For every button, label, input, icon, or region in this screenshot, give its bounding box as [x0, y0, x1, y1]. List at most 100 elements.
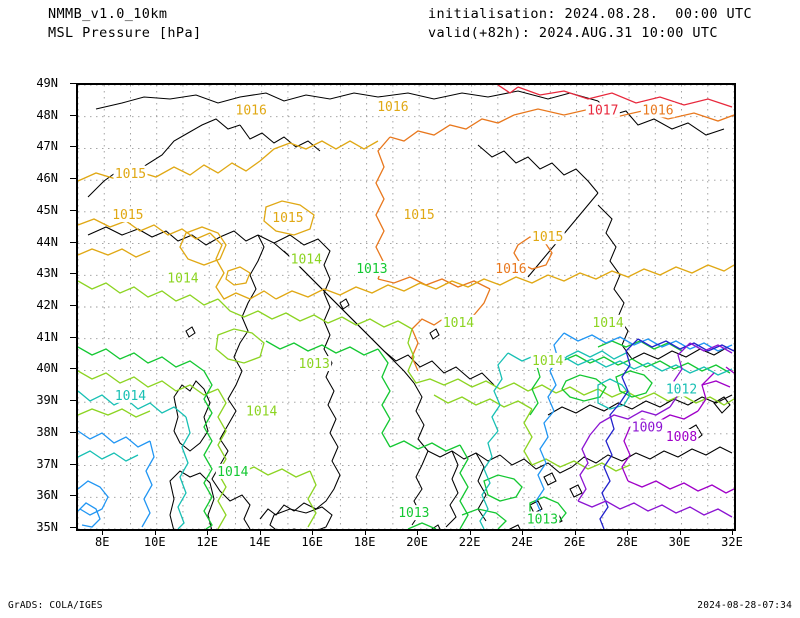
y-axis-tick-label: 38N	[36, 424, 58, 439]
isobar-1012	[78, 350, 733, 529]
x-axis-tick-label: 28E	[616, 535, 638, 549]
y-axis-tick-mark	[70, 273, 76, 275]
header-right-block: initialisation: 2024.08.28. 00:00 UTC va…	[428, 5, 752, 43]
y-axis-tick-mark	[70, 241, 76, 243]
contour-label: 1009	[632, 421, 663, 436]
contour-label-backing	[530, 229, 565, 245]
contour-label-backing	[640, 102, 675, 118]
contour-label-backing	[234, 102, 269, 118]
contour-label-backing	[441, 314, 476, 330]
x-axis-tick-label: 30E	[668, 535, 691, 549]
contour-label: 1016	[495, 262, 526, 277]
x-axis-tick-label: 24E	[511, 535, 533, 549]
x-axis-tick-mark	[207, 529, 209, 535]
contour-label-backing	[530, 352, 565, 368]
y-axis-tick-mark	[70, 431, 76, 433]
header-left-block: NMMB_v1.0_10km MSL Pressure [hPa]	[48, 5, 202, 43]
y-axis-tick-label: 46N	[36, 171, 58, 186]
x-axis-tick-mark	[627, 529, 629, 535]
y-axis-tick-label: 42N	[36, 298, 58, 312]
contour-label: 1015	[403, 208, 434, 223]
y-axis-tick-label: 44N	[36, 234, 58, 249]
contour-value-labels: 1016 1017 1016 1016 1015 1015 1015 1015 1014 1014…	[110, 99, 699, 527]
y-axis-tick-label: 43N	[36, 266, 58, 281]
contour-label-backing	[289, 251, 324, 267]
contour-label: 1014	[592, 316, 623, 331]
y-axis-tick-mark	[70, 368, 76, 370]
x-axis-tick-label: 20E	[406, 535, 428, 549]
isobar-1011	[78, 332, 733, 528]
contour-label-backing	[402, 207, 437, 223]
y-axis-tick-label: 40N	[36, 361, 58, 376]
y-axis-tick-label: 47N	[36, 139, 58, 154]
y-axis-tick-mark	[70, 209, 76, 211]
y-axis-tick-label: 35N	[36, 520, 58, 534]
x-axis-tick-mark	[312, 529, 314, 535]
y-axis-tick-label: 36N	[36, 488, 58, 503]
contour-label: 1015	[112, 208, 143, 223]
x-axis-tick-mark	[154, 529, 156, 535]
y-axis-tick-mark	[70, 178, 76, 180]
contour-label-backing	[244, 403, 279, 419]
x-axis-tick-label: 12E	[196, 535, 219, 549]
y-axis-tick-label: 48N	[36, 107, 58, 122]
contour-label: 1014	[115, 389, 146, 404]
y-axis-tick-label: 45N	[36, 202, 58, 217]
contour-label: 1015	[532, 230, 563, 245]
x-axis-tick-mark	[259, 529, 261, 535]
x-axis-tick-label: 32E	[721, 535, 743, 549]
contour-label-backing	[113, 165, 148, 181]
y-axis-tick-mark	[70, 83, 76, 84]
contour-label: 1016	[642, 103, 673, 118]
contour-label-backing	[165, 270, 200, 286]
contour-label: 1012	[666, 382, 697, 397]
chart-header: NMMB_v1.0_10km MSL Pressure [hPa] initia…	[0, 0, 800, 58]
contour-label: 1008	[666, 430, 697, 445]
gridlines	[78, 85, 734, 529]
contour-label: 1014	[291, 252, 322, 267]
x-axis-tick-label: 8E	[95, 535, 110, 549]
contour-label-backing	[591, 314, 626, 330]
contour-label: 1013	[299, 357, 330, 372]
footer-source: GrADS: COLA/IGES	[8, 600, 103, 611]
contour-label: 1014	[167, 271, 198, 286]
y-axis-tick-mark	[70, 495, 76, 497]
x-axis-tick-mark	[732, 529, 733, 535]
footer-timestamp: 2024-08-28-07:34	[697, 600, 792, 611]
contour-label-backing	[664, 381, 699, 397]
contour-label: 1014	[246, 405, 277, 420]
x-axis-tick-label: 22E	[458, 535, 481, 549]
contour-label-backing	[110, 207, 145, 223]
contour-label: 1016	[236, 103, 267, 118]
contour-label: 1014	[217, 465, 248, 480]
contour-label-backing	[215, 463, 250, 479]
contour-label-backing	[270, 210, 305, 226]
x-axis-tick-label: 10E	[143, 535, 166, 549]
coastlines	[87, 90, 733, 529]
y-axis-tick-mark	[70, 463, 76, 465]
x-axis-tick-mark	[522, 529, 524, 535]
map-plot-area: 1016 1017 1016 1016 1015 1015 1015 1015 1014 1014…	[76, 83, 736, 531]
x-axis-tick-label: 26E	[563, 535, 586, 549]
isobars	[78, 85, 734, 529]
contour-label-backing	[375, 99, 410, 115]
contour-label-backing	[630, 419, 665, 435]
y-axis-tick-label: 37N	[36, 456, 58, 471]
y-axis-tick-label: 41N	[36, 329, 58, 344]
contour-label: 1015	[115, 167, 146, 182]
x-axis-tick-mark	[574, 529, 576, 535]
field-name: MSL Pressure [hPa]	[48, 25, 202, 41]
x-axis-tick-label: 14E	[248, 535, 271, 549]
y-axis-tick-mark	[70, 336, 76, 338]
contour-label: 1014	[532, 354, 563, 369]
y-axis-tick-mark	[70, 305, 76, 306]
isobar-1014	[78, 280, 734, 529]
y-axis-tick-label: 49N	[36, 76, 58, 90]
contour-label-backing	[664, 429, 699, 445]
valid-time: valid(+82h): 2024.AUG.31 10:00 UTC	[428, 25, 718, 41]
x-axis-tick-label: 16E	[301, 535, 323, 549]
x-axis-tick-mark	[469, 529, 471, 535]
contour-label: 1014	[443, 316, 474, 331]
contour-label-backing	[585, 102, 620, 118]
isobar-1009	[577, 342, 733, 518]
